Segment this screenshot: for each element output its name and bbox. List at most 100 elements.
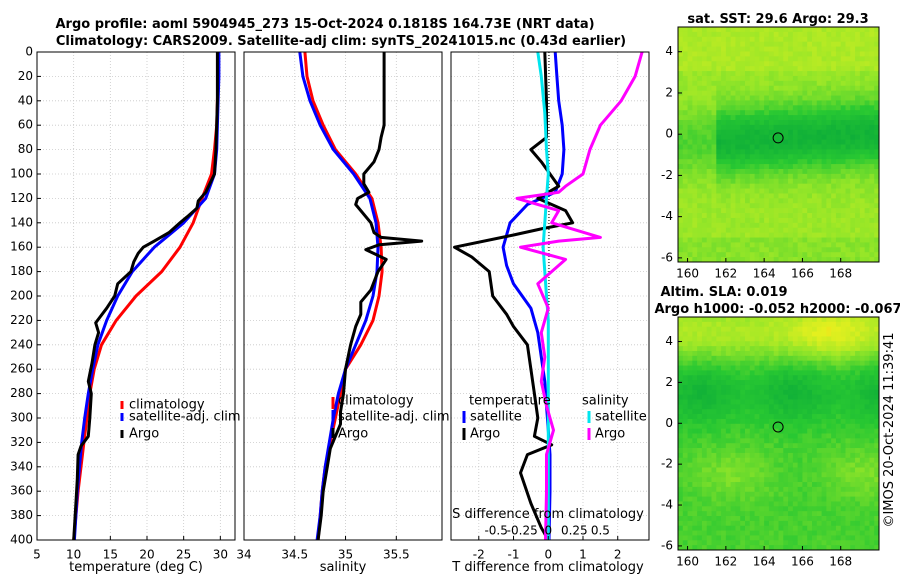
map-cell (859, 110, 866, 116)
map-cell (821, 66, 827, 72)
map-cell (725, 525, 732, 531)
map-cell (821, 173, 827, 180)
map-cell (721, 341, 727, 347)
map-cell (855, 418, 861, 425)
map-cell (721, 496, 727, 502)
map-cell (778, 31, 784, 38)
map-cell (740, 433, 746, 439)
map-cell (812, 394, 818, 400)
map-cell (807, 75, 813, 82)
map-cell (869, 227, 875, 234)
map-cell (850, 331, 856, 337)
map-cell (792, 380, 799, 386)
map-cell (797, 232, 803, 238)
map-cell (730, 227, 736, 234)
map-cell (764, 46, 770, 52)
map-cell (768, 139, 775, 145)
map-cell (773, 457, 779, 464)
map-cell (821, 317, 827, 323)
map-cell (745, 227, 751, 234)
map-cell (807, 213, 813, 219)
map-cell (788, 51, 794, 57)
map-cell (826, 414, 832, 420)
legend-sal-argo: Argo (595, 427, 625, 442)
map-cell (788, 75, 794, 82)
map-cell (735, 85, 741, 92)
map-cell (754, 506, 760, 512)
map-cell (687, 149, 693, 155)
map-cell (701, 178, 708, 185)
map-cell (759, 399, 765, 405)
map-cell (706, 27, 712, 33)
map-cell (759, 164, 765, 170)
map-cell (740, 257, 746, 263)
map-cell (716, 326, 722, 332)
map-cell (721, 399, 727, 405)
map-cell (792, 115, 799, 121)
map-cell (692, 237, 698, 243)
map-cell (721, 501, 727, 507)
map-cell (711, 203, 717, 209)
map-cell (749, 516, 755, 522)
map-cell (783, 360, 789, 366)
map-cell (764, 193, 770, 199)
map-cell (802, 100, 808, 106)
map-cell (855, 360, 861, 366)
map-cell (721, 237, 727, 243)
map-cell (701, 482, 708, 488)
map-cell (807, 100, 813, 106)
map-cell (740, 486, 746, 493)
map-cell (716, 46, 722, 52)
map-cell (692, 375, 698, 381)
map-cell (816, 31, 822, 38)
map-cell (807, 414, 813, 420)
map-cell (692, 61, 698, 67)
map-cell (749, 75, 755, 82)
map-cell (711, 433, 717, 439)
map-cell (778, 71, 784, 77)
map-cell (697, 159, 703, 165)
map-cell (821, 46, 827, 52)
map-cell (678, 110, 684, 116)
map-cell (788, 173, 794, 180)
map-cell (697, 213, 703, 219)
map-cell (845, 139, 851, 145)
map-cell (773, 326, 779, 332)
map-cell (682, 41, 688, 47)
map-cell (697, 71, 703, 77)
map-cell (701, 85, 708, 92)
map-cell (831, 375, 837, 381)
map-cell (840, 61, 846, 67)
map-cell (730, 365, 736, 371)
map-cell (826, 232, 832, 238)
map-cell (826, 443, 832, 449)
map-cell (855, 193, 861, 199)
map-cell (778, 208, 784, 214)
map-cell (835, 477, 842, 483)
map-cell (792, 110, 799, 116)
map-cell (745, 46, 751, 52)
map-cell (701, 159, 708, 165)
map-cell (802, 71, 808, 77)
map-cell (749, 56, 755, 62)
map-cell (725, 198, 732, 204)
map-cell (745, 321, 751, 328)
map-cell (740, 462, 746, 468)
map-cell (816, 56, 822, 62)
map-cell (749, 331, 755, 337)
map-cell (687, 467, 693, 473)
map-cell (788, 511, 794, 517)
map-cell (754, 134, 760, 141)
map-cell (745, 173, 751, 180)
map-cell (740, 120, 746, 126)
map-cell (745, 139, 751, 145)
map-cell (692, 31, 698, 38)
map-cell (725, 51, 732, 57)
map-cell (716, 457, 722, 464)
map-cell (835, 355, 842, 362)
map-cell (721, 331, 727, 337)
map-cell (759, 100, 765, 106)
map-cell (855, 120, 861, 126)
map-cell (831, 365, 837, 371)
map-cell (716, 183, 722, 189)
